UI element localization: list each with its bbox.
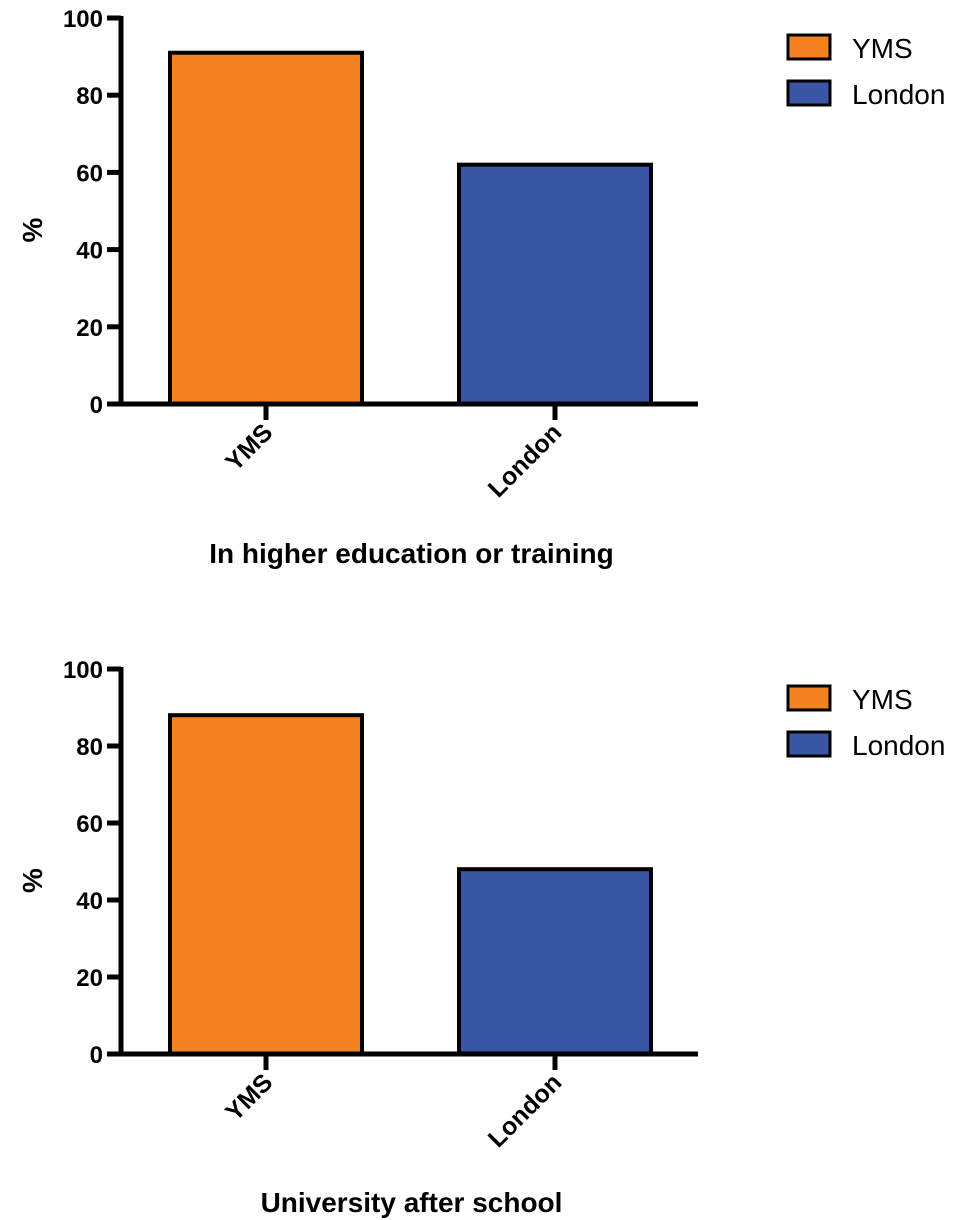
x-tick-label-yms: YMS [220, 418, 278, 476]
legend-label-yms: YMS [852, 33, 913, 64]
legend-swatch-yms [786, 684, 832, 712]
legend: YMS London [786, 684, 945, 761]
legend-swatch-yms [786, 33, 832, 61]
legend-label-london: London [852, 79, 945, 110]
bar-london [457, 162, 653, 406]
y-tick-label: 40 [76, 238, 103, 265]
x-tick-label-yms: YMS [220, 1068, 278, 1126]
y-tick-label: 0 [90, 1042, 103, 1069]
y-tick-label: 80 [76, 734, 103, 761]
bar-london [457, 867, 653, 1057]
y-tick-label: 0 [90, 392, 103, 419]
x-tick-label-london: London [483, 1068, 568, 1153]
legend: YMS London [786, 33, 945, 110]
legend-swatch-london [786, 79, 832, 107]
y-tick-label: 100 [63, 6, 103, 33]
y-axis-title: % [17, 217, 48, 242]
bar-yms [168, 713, 364, 1056]
chart-panel-1: 0 20 40 60 80 100% YMS London In higher educatio… [17, 6, 945, 569]
y-tick-label: 20 [76, 965, 103, 992]
x-tick-label-london: London [483, 418, 568, 503]
chart-panel-2: 0 20 40 60 80 100% YMS London University after s… [17, 657, 945, 1218]
y-tick-label: 80 [76, 83, 103, 110]
legend-label-yms: YMS [852, 684, 913, 715]
y-tick-label: 60 [76, 160, 103, 187]
y-tick-label: 40 [76, 888, 103, 915]
x-axis-title: In higher education or training [209, 538, 613, 569]
x-axis-title: University after school [261, 1187, 563, 1218]
bar-yms [168, 50, 364, 407]
y-tick-label: 100 [63, 657, 103, 684]
y-axis-title: % [17, 868, 48, 893]
legend-label-london: London [852, 730, 945, 761]
y-tick-label: 20 [76, 315, 103, 342]
y-tick-label: 60 [76, 811, 103, 838]
legend-swatch-london [786, 730, 832, 758]
